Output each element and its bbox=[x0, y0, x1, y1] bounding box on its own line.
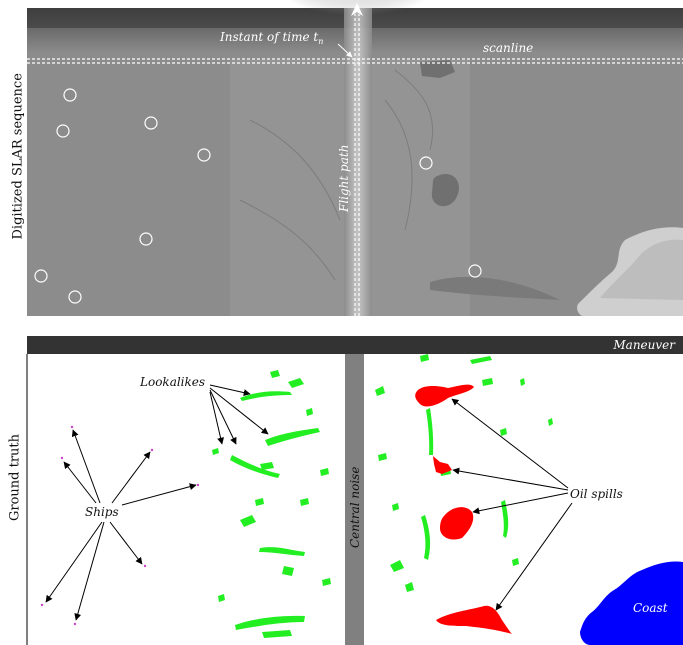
central-noise-band bbox=[345, 354, 364, 645]
oil-spill-regions bbox=[415, 384, 512, 634]
oil-spill-4 bbox=[436, 605, 512, 634]
ground-truth-map bbox=[26, 336, 683, 645]
oil-spill-1 bbox=[415, 384, 474, 407]
lookalike-regions bbox=[212, 354, 553, 638]
oil-spills-label: Oil spills bbox=[570, 487, 623, 501]
ship-markers bbox=[40, 425, 200, 626]
maneuver-label: Maneuver bbox=[612, 338, 676, 352]
maneuver-bar bbox=[27, 336, 683, 354]
instant-arrow bbox=[337, 43, 353, 58]
flight-path bbox=[354, 14, 360, 316]
instant-of-time-label: Instant of time tn bbox=[219, 30, 323, 46]
scanline-label: scanline bbox=[483, 41, 533, 55]
coast-label: Coast bbox=[633, 601, 668, 615]
oil-spill-3 bbox=[440, 507, 474, 540]
lookalikes-label: Lookalikes bbox=[139, 375, 205, 389]
flight-path-label: Flight path bbox=[337, 145, 351, 213]
ships-arrows bbox=[45, 429, 197, 621]
oil-spill-2 bbox=[433, 456, 452, 474]
central-noise-label: Central noise bbox=[348, 467, 362, 548]
sar-ship-markers bbox=[34, 88, 482, 304]
scanline bbox=[27, 58, 683, 64]
flight-direction-arrow bbox=[351, 3, 363, 16]
ships-label: Ships bbox=[85, 505, 119, 519]
oil-spills-arrows bbox=[451, 398, 573, 611]
lookalikes-arrows bbox=[209, 384, 269, 445]
coast-region bbox=[580, 561, 683, 645]
